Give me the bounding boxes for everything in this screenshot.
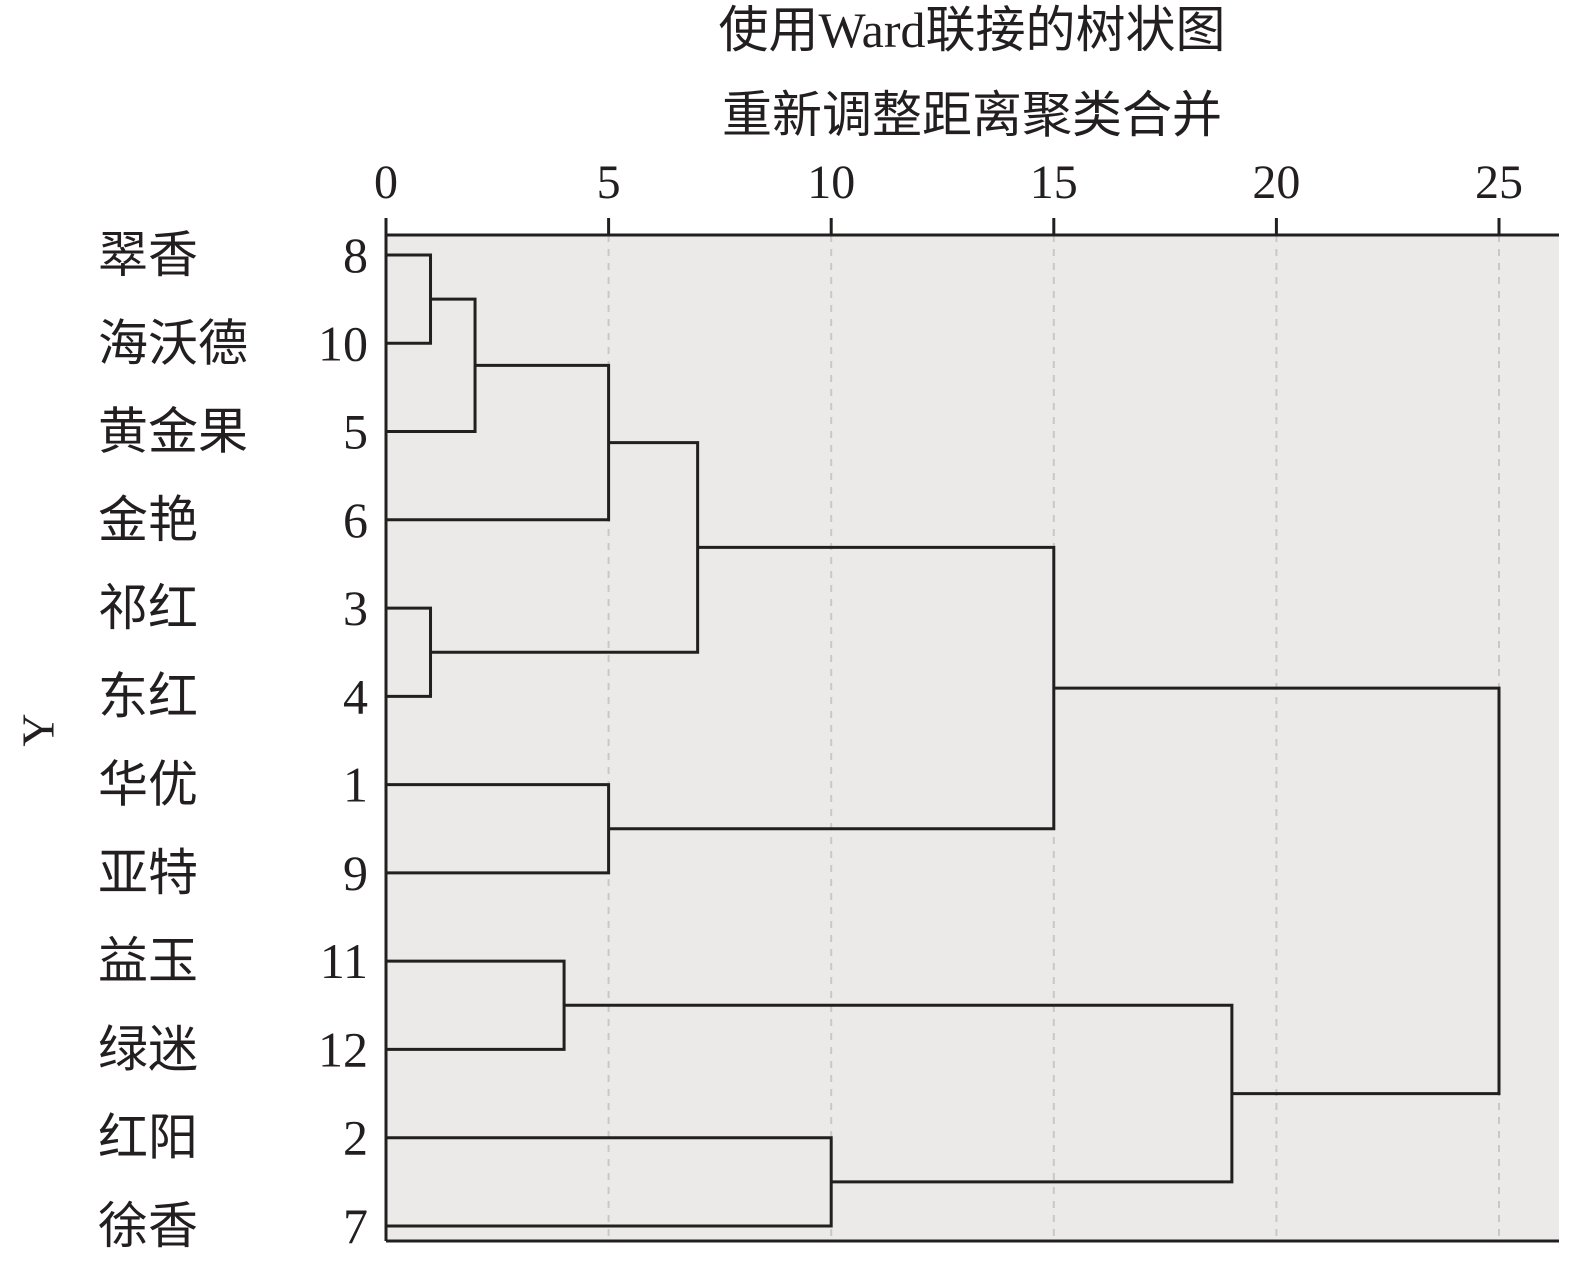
leaf-case-number: 11 <box>320 933 368 989</box>
leaf-name-label: 黄金果 <box>98 404 248 460</box>
leaf-case-number: 10 <box>318 315 368 371</box>
leaf-name-label: 徐香 <box>98 1198 198 1254</box>
leaf-name-label: 亚特 <box>98 845 198 901</box>
x-tick-label: 20 <box>1252 156 1300 209</box>
y-axis-label: Y <box>13 713 64 746</box>
leaf-case-number: 7 <box>343 1198 368 1254</box>
leaf-name-label: 绿迷 <box>98 1021 198 1077</box>
leaf-name-label: 金艳 <box>98 492 198 548</box>
leaf-case-number: 9 <box>343 845 368 901</box>
leaf-case-number: 1 <box>343 757 368 813</box>
x-axis-ticks: 0 5 10 15 20 25 <box>374 156 1523 235</box>
x-tick-label: 10 <box>807 156 855 209</box>
x-tick-label: 0 <box>374 156 398 209</box>
leaf-case-number: 12 <box>318 1021 368 1077</box>
leaf-name-label: 益玉 <box>98 933 198 989</box>
leaf-case-number: 8 <box>343 227 368 283</box>
x-tick-label: 25 <box>1475 156 1523 209</box>
x-tick-label: 15 <box>1030 156 1078 209</box>
leaf-case-number: 3 <box>343 580 368 636</box>
plot-area <box>386 235 1559 1241</box>
leaf-name-label: 东红 <box>98 668 198 724</box>
leaf-case-number: 6 <box>343 492 368 548</box>
leaf-name-label: 翠香 <box>98 227 198 283</box>
x-tick-label: 5 <box>597 156 621 209</box>
leaf-name-label: 海沃德 <box>98 315 248 371</box>
leaf-name-label: 祁红 <box>98 580 198 636</box>
leaf-case-number: 2 <box>343 1110 368 1166</box>
dendrogram-branch <box>1053 686 1501 1096</box>
leaf-case-number: 4 <box>343 668 368 724</box>
leaf-labels: 翠香 8 海沃德 10 黄金果 5 金艳 6 祁红 3 东红 4 华优 1 亚特 9 益玉 11 绿迷 12 红阳 2 徐香… <box>98 227 368 1254</box>
chart-title: 使用Ward联接的树状图 <box>718 2 1225 58</box>
leaf-name-label: 红阳 <box>98 1110 198 1166</box>
chart-subtitle: 重新调整距离聚类合并 <box>722 87 1222 143</box>
leaf-name-label: 华优 <box>98 757 198 813</box>
branches <box>386 253 1501 1228</box>
leaf-case-number: 5 <box>343 404 368 460</box>
